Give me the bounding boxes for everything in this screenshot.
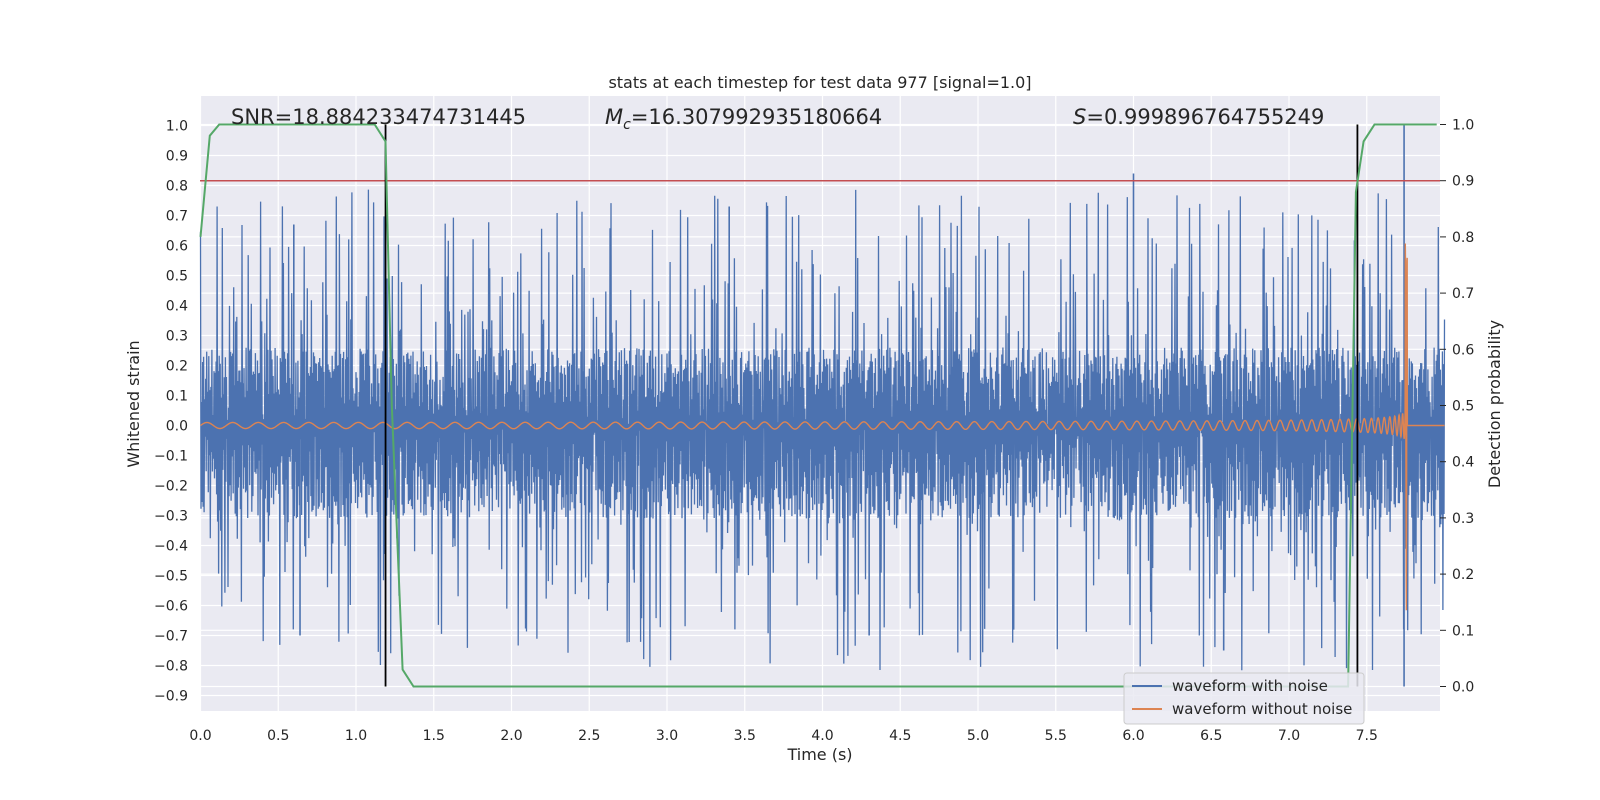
sensitivity-annotation: S=0.999896764755249 <box>1073 105 1324 129</box>
y-axis-ticks: 1.0 0.9 0.8 0.7 0.6 0.5 0.4 0.3 0.2 0.1 0.0 −0.1 −0.… <box>154 119 188 705</box>
y-tick-label: 0.4 <box>166 299 188 315</box>
y2-axis-ticks: 0.0 0.1 0.2 0.3 0.4 0.5 0.6 0.7 0.8 0.9 1.0 <box>1440 118 1474 696</box>
legend-box <box>1123 672 1365 725</box>
chirp-series <box>200 243 1445 611</box>
x-tick-label: 2.0 <box>500 728 522 744</box>
x-tick-label: 0.5 <box>267 728 289 744</box>
chirp-mass-subscript: c <box>623 117 631 133</box>
x-tick-label: 2.5 <box>578 728 600 744</box>
noise-line <box>199 189 1446 671</box>
chart-title: stats at each timestep for test data 977… <box>608 73 1031 92</box>
legend-label-chirp: waveform without noise <box>1172 700 1352 718</box>
y-tick-label: −0.4 <box>154 539 188 555</box>
chirp-mass-value: =16.307992935180664 <box>631 105 882 129</box>
x-tick-label: 1.5 <box>423 728 445 744</box>
x-tick-label: 6.0 <box>1122 728 1144 744</box>
y-tick-label: 0.7 <box>166 209 188 225</box>
x-tick-label: 7.5 <box>1356 728 1378 744</box>
legend: waveform with noise waveform without noi… <box>1123 672 1365 725</box>
y2-tick-label: 1.0 <box>1452 118 1474 134</box>
y-tick-label: −0.1 <box>154 449 188 465</box>
y-tick-label: 0.6 <box>166 239 188 255</box>
y-tick-label: −0.3 <box>154 509 188 525</box>
x-tick-label: 3.5 <box>734 728 756 744</box>
x-tick-label: 4.5 <box>889 728 911 744</box>
chirp-line <box>200 243 1445 611</box>
x-tick-label: 6.5 <box>1200 728 1222 744</box>
y-tick-label: 0.9 <box>166 149 188 165</box>
snr-annotation: SNR=18.884233474731445 <box>231 105 526 129</box>
sensitivity-symbol: S <box>1073 105 1086 129</box>
x-tick-label: 7.0 <box>1278 728 1300 744</box>
y2-tick-label: 0.8 <box>1452 230 1474 246</box>
y2-tick-label: 0.4 <box>1452 455 1474 471</box>
y-tick-label: −0.8 <box>154 659 188 675</box>
y-tick-label: 0.1 <box>166 389 188 405</box>
y2-tick-label: 0.9 <box>1452 174 1474 190</box>
y-tick-label: 0.8 <box>166 179 188 195</box>
y-axis-label: Whitened strain <box>124 340 143 467</box>
sensitivity-value: =0.999896764755249 <box>1086 105 1324 129</box>
y-tick-label: 0.0 <box>166 419 188 435</box>
probability-line <box>199 123 1437 688</box>
noise-series <box>199 125 1446 687</box>
y-tick-label: −0.7 <box>154 629 188 645</box>
y-tick-label: −0.2 <box>154 479 188 495</box>
x-tick-label: 3.0 <box>656 728 678 744</box>
chirp-mass-symbol: M <box>605 105 623 129</box>
y-tick-label: −0.6 <box>154 599 188 615</box>
y-tick-label: 1.0 <box>166 119 188 135</box>
y2-axis-label: Detection probability <box>1485 320 1504 488</box>
y2-tick-label: 0.5 <box>1452 399 1474 415</box>
x-tick-label: 1.0 <box>345 728 367 744</box>
x-axis-ticks: 0.0 0.5 1.0 1.5 2.0 2.5 3.0 3.5 4.0 4.5 5.0 5.5 6.0 6… <box>189 728 1378 744</box>
overlay-lines <box>199 123 1440 688</box>
x-tick-label: 5.5 <box>1045 728 1067 744</box>
x-axis-label: Time (s) <box>786 745 852 764</box>
legend-label-noise: waveform with noise <box>1172 677 1328 695</box>
y-tick-label: 0.3 <box>166 329 188 345</box>
y2-tick-label: 0.0 <box>1452 680 1474 696</box>
y2-tick-label: 0.2 <box>1452 567 1474 583</box>
y2-tick-label: 0.3 <box>1452 511 1474 527</box>
y2-tick-label: 0.7 <box>1452 286 1474 302</box>
x-tick-label: 0.0 <box>189 728 211 744</box>
y-tick-label: 0.2 <box>166 359 188 375</box>
y-tick-label: −0.5 <box>154 569 188 585</box>
y2-tick-label: 0.6 <box>1452 342 1474 358</box>
x-tick-label: 5.0 <box>967 728 989 744</box>
y-tick-label: 0.5 <box>166 269 188 285</box>
x-tick-label: 4.0 <box>811 728 833 744</box>
y2-tick-label: 0.1 <box>1452 623 1474 639</box>
chirp-mass-annotation: Mc=16.307992935180664 <box>605 105 882 133</box>
y-tick-label: −0.9 <box>154 689 188 705</box>
